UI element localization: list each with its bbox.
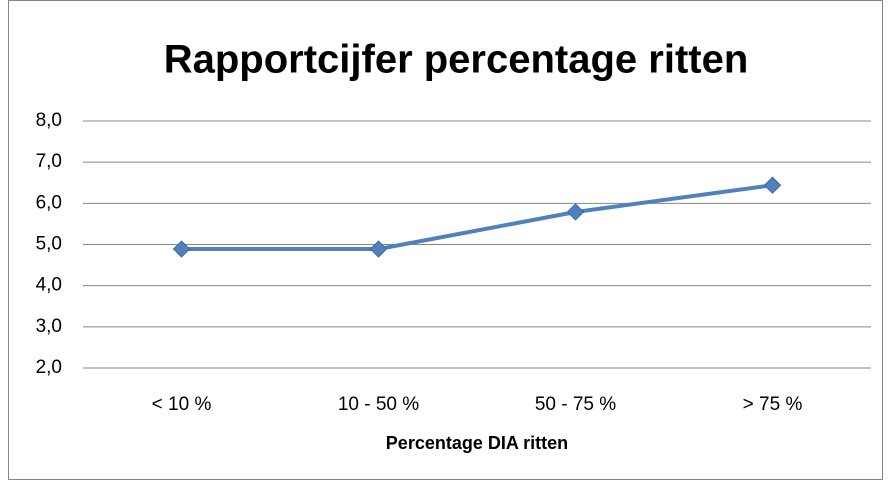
data-point bbox=[369, 240, 388, 258]
x-axis-title: Percentage DIA ritten bbox=[386, 433, 568, 453]
x-tick-label: 50 - 75 % bbox=[535, 394, 616, 415]
x-tick-label: < 10 % bbox=[152, 394, 212, 415]
y-tick-label: 5,0 bbox=[36, 234, 62, 255]
data-point bbox=[172, 240, 191, 258]
x-tick-label: > 75 % bbox=[743, 394, 803, 415]
y-tick-label: 4,0 bbox=[36, 275, 62, 296]
y-tick-label: 2,0 bbox=[36, 357, 62, 378]
y-tick-label: 7,0 bbox=[36, 151, 62, 172]
y-tick-label: 8,0 bbox=[36, 110, 62, 131]
chart-frame bbox=[8, 0, 883, 480]
data-point bbox=[566, 203, 585, 221]
data-point bbox=[763, 176, 782, 194]
y-tick-label: 6,0 bbox=[36, 192, 62, 213]
x-tick-label: 10 - 50 % bbox=[338, 394, 419, 415]
chart-title: Rapportcijfer percentage ritten bbox=[164, 38, 749, 82]
data-line bbox=[181, 183, 773, 252]
y-tick-label: 3,0 bbox=[36, 316, 62, 337]
